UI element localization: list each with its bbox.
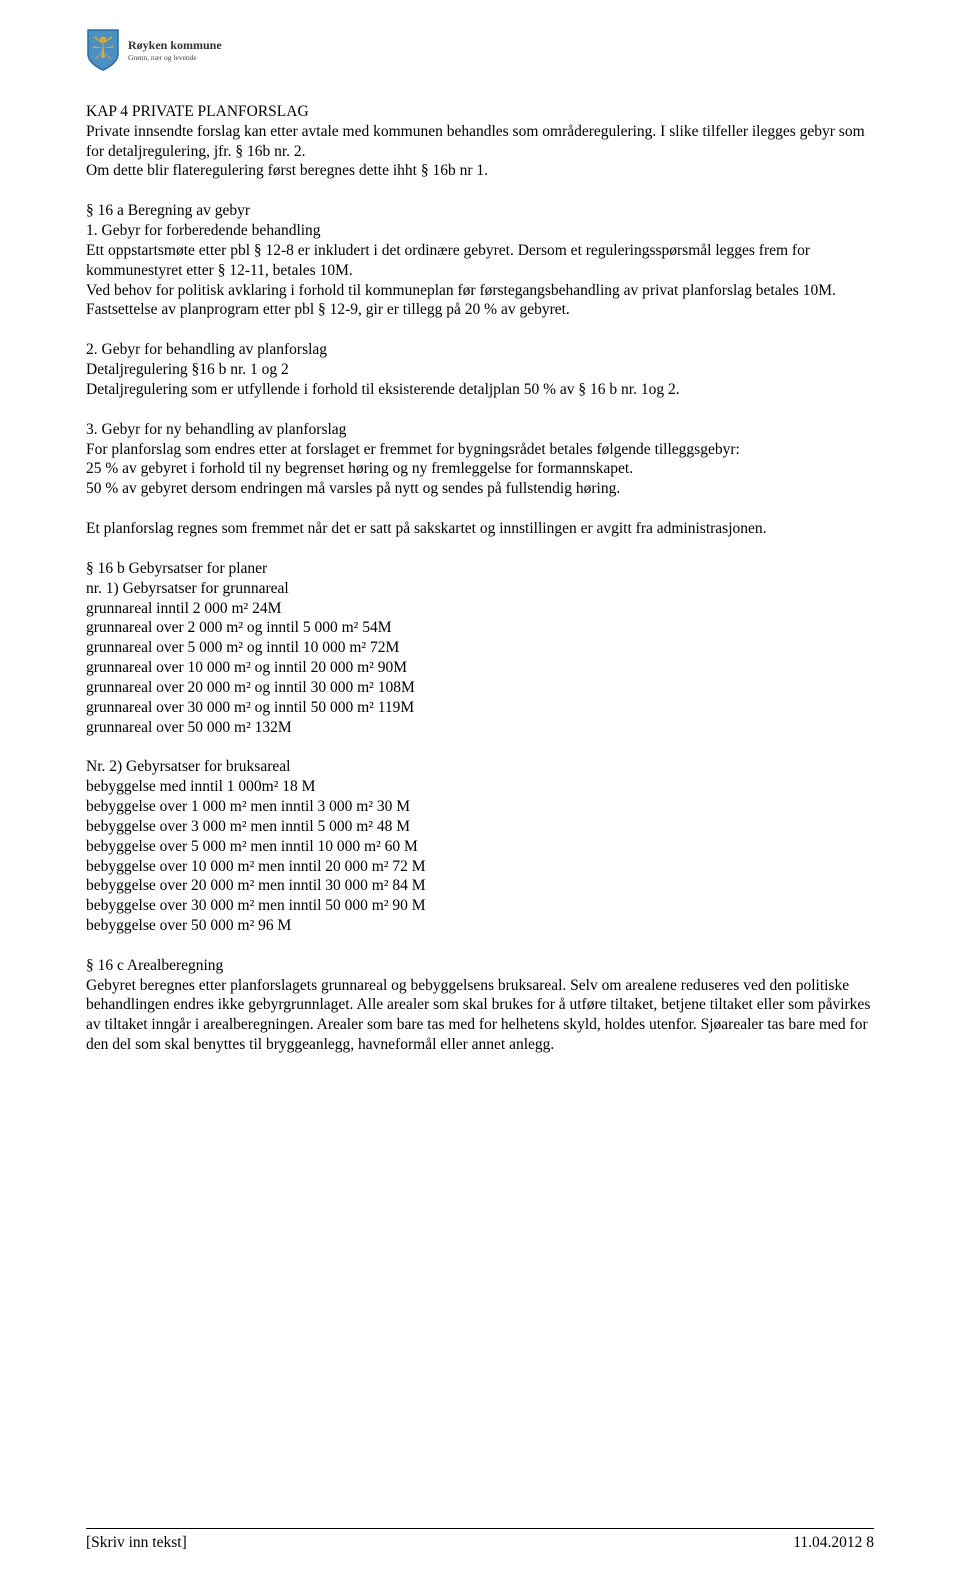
text-line: bebyggelse over 10 000 m² men inntil 20 …	[86, 857, 874, 877]
footer-right: 11.04.2012 8	[793, 1533, 874, 1553]
text-line: Om dette blir flateregulering først bere…	[86, 161, 874, 181]
footer-left: [Skriv inn tekst]	[86, 1533, 187, 1553]
text-line: bebyggelse med inntil 1 000m² 18 M	[86, 777, 874, 797]
paragraph: Et planforslag regnes som fremmet når de…	[86, 519, 874, 539]
text-line: 25 % av gebyret i forhold til ny begrens…	[86, 459, 874, 479]
paragraph: KAP 4 PRIVATE PLANFORSLAGPrivate innsend…	[86, 102, 874, 181]
shield-icon	[86, 28, 120, 72]
logo-text: Røyken kommune Grønn, nær og levende	[128, 38, 222, 63]
footer-rule	[86, 1528, 874, 1529]
text-line: Et planforslag regnes som fremmet når de…	[86, 519, 874, 539]
text-line: bebyggelse over 30 000 m² men inntil 50 …	[86, 896, 874, 916]
text-line: Detaljregulering §16 b nr. 1 og 2	[86, 360, 874, 380]
text-line: bebyggelse over 5 000 m² men inntil 10 0…	[86, 837, 874, 857]
paragraph: 3. Gebyr for ny behandling av planforsla…	[86, 420, 874, 499]
text-line: grunnareal over 20 000 m² og inntil 30 0…	[86, 678, 874, 698]
text-line: Nr. 2) Gebyrsatser for bruksareal	[86, 757, 874, 777]
text-line: § 16 b Gebyrsatser for planer	[86, 559, 874, 579]
text-line: For planforslag som endres etter at fors…	[86, 440, 874, 460]
text-line: KAP 4 PRIVATE PLANFORSLAG	[86, 102, 874, 122]
text-line: Ved behov for politisk avklaring i forho…	[86, 281, 874, 301]
text-line: § 16 a Beregning av gebyr	[86, 201, 874, 221]
text-line: grunnareal over 2 000 m² og inntil 5 000…	[86, 618, 874, 638]
paragraph: § 16 a Beregning av gebyr1. Gebyr for fo…	[86, 201, 874, 320]
text-line: Detaljregulering som er utfyllende i for…	[86, 380, 874, 400]
header-logo: Røyken kommune Grønn, nær og levende	[86, 28, 874, 72]
text-line: Ett oppstartsmøte etter pbl § 12-8 er in…	[86, 241, 874, 281]
paragraph: § 16 b Gebyrsatser for planernr. 1) Geby…	[86, 559, 874, 737]
text-line: bebyggelse over 3 000 m² men inntil 5 00…	[86, 817, 874, 837]
text-line: grunnareal inntil 2 000 m² 24M	[86, 599, 874, 619]
text-line: bebyggelse over 50 000 m² 96 M	[86, 916, 874, 936]
text-line: Gebyret beregnes etter planforslagets gr…	[86, 976, 874, 1055]
text-line: 3. Gebyr for ny behandling av planforsla…	[86, 420, 874, 440]
text-line: grunnareal over 30 000 m² og inntil 50 0…	[86, 698, 874, 718]
text-line: Private innsendte forslag kan etter avta…	[86, 122, 874, 162]
text-line: 50 % av gebyret dersom endringen må vars…	[86, 479, 874, 499]
text-line: bebyggelse over 1 000 m² men inntil 3 00…	[86, 797, 874, 817]
paragraph: Nr. 2) Gebyrsatser for bruksarealbebygge…	[86, 757, 874, 935]
page-footer: [Skriv inn tekst] 11.04.2012 8	[86, 1528, 874, 1553]
text-line: 2. Gebyr for behandling av planforslag	[86, 340, 874, 360]
text-line: Fastsettelse av planprogram etter pbl § …	[86, 300, 874, 320]
paragraph: 2. Gebyr for behandling av planforslagDe…	[86, 340, 874, 399]
text-line: grunnareal over 5 000 m² og inntil 10 00…	[86, 638, 874, 658]
text-line: 1. Gebyr for forberedende behandling	[86, 221, 874, 241]
paragraph: § 16 c ArealberegningGebyret beregnes et…	[86, 956, 874, 1055]
document-body: KAP 4 PRIVATE PLANFORSLAGPrivate innsend…	[86, 102, 874, 1055]
text-line: nr. 1) Gebyrsatser for grunnareal	[86, 579, 874, 599]
logo-subtitle: Grønn, nær og levende	[128, 53, 222, 63]
text-line: § 16 c Arealberegning	[86, 956, 874, 976]
text-line: grunnareal over 10 000 m² og inntil 20 0…	[86, 658, 874, 678]
logo-title: Røyken kommune	[128, 38, 222, 53]
text-line: grunnareal over 50 000 m² 132M	[86, 718, 874, 738]
text-line: bebyggelse over 20 000 m² men inntil 30 …	[86, 876, 874, 896]
